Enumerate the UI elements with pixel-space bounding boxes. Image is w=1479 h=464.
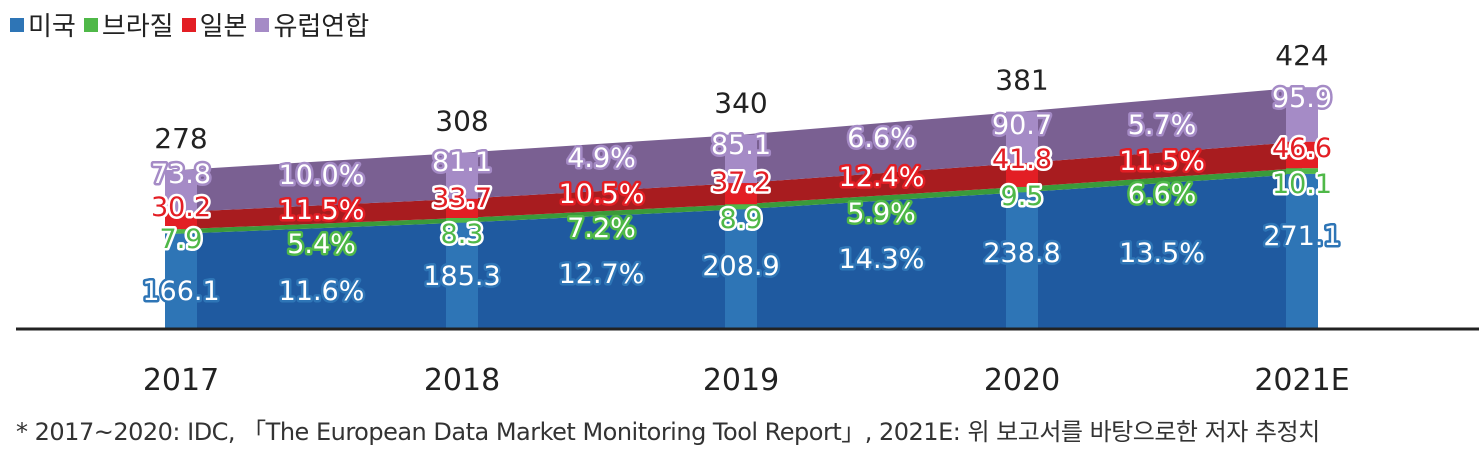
value-label-eu-2: 85.1 xyxy=(711,130,771,161)
bar-brazil-3 xyxy=(1006,186,1038,193)
bar-japan-1 xyxy=(446,198,478,218)
total-label-3: 381 xyxy=(995,64,1048,97)
legend-item-brazil: 브라질 xyxy=(83,6,174,43)
bar-us-1 xyxy=(446,222,478,328)
growth-label-brazil-0: 5.4% xyxy=(287,229,356,260)
stacked-area-chart: 2017 2018 2019 2020 2021E 278 308 340 381 424 166.… xyxy=(16,39,1479,398)
value-label-japan-4: 46.6 xyxy=(1272,133,1332,164)
growth-label-eu-1: 4.9% xyxy=(567,143,636,174)
x-tick-label-3: 2020 xyxy=(984,363,1060,398)
growth-label-us-2: 14.3% xyxy=(839,244,925,275)
bar-brazil-2 xyxy=(725,204,757,210)
bar-eu-4 xyxy=(1286,87,1318,142)
value-label-brazil-2: 8.9 xyxy=(720,204,763,235)
legend-label-japan: 일본 xyxy=(199,12,248,42)
legend-item-japan: 일본 xyxy=(181,6,248,43)
value-label-us-3: 238.8 xyxy=(983,238,1060,269)
bar-us-3 xyxy=(1006,192,1038,328)
x-tick-label-4: 2021E xyxy=(1254,363,1349,398)
bar-japan-2 xyxy=(725,183,757,205)
bar-us-4 xyxy=(1286,173,1318,328)
value-label-eu-0: 73.8 xyxy=(151,159,211,190)
growth-label-us-3: 13.5% xyxy=(1119,238,1205,269)
bar-eu-3 xyxy=(1006,111,1038,164)
growth-label-japan-2: 12.4% xyxy=(839,162,925,193)
value-label-japan-2: 37.2 xyxy=(711,167,771,198)
x-tick-label-0: 2017 xyxy=(143,363,219,398)
legend-swatch-eu xyxy=(255,17,270,32)
legend-item-us: 미국 xyxy=(10,6,76,43)
value-label-us-4: 271.1 xyxy=(1263,221,1340,252)
value-label-us-1: 185.3 xyxy=(423,261,500,292)
value-label-eu-4: 95.9 xyxy=(1272,83,1332,114)
bar-brazil-1 xyxy=(446,217,478,223)
value-label-us-0: 166.1 xyxy=(142,276,219,307)
growth-label-us-1: 12.7% xyxy=(559,259,645,290)
total-label-0: 278 xyxy=(154,122,207,155)
growth-label-brazil-2: 5.9% xyxy=(847,198,916,229)
growth-label-eu-2: 6.6% xyxy=(847,123,916,154)
area-brazil xyxy=(181,168,1302,234)
value-label-eu-1: 81.1 xyxy=(432,147,492,178)
bar-us-0 xyxy=(165,233,197,328)
legend-swatch-brazil xyxy=(83,17,98,32)
chart-legend: 미국 브라질 일본 유럽연합 xyxy=(10,6,369,43)
growth-label-brazil-3: 6.6% xyxy=(1128,179,1197,210)
value-label-eu-3: 90.7 xyxy=(992,110,1052,141)
source-footnote: * 2017~2020: IDC, 「The European Data Mar… xyxy=(16,418,1320,446)
bar-us-2 xyxy=(725,209,757,328)
bar-eu-1 xyxy=(446,152,478,199)
total-label-2: 340 xyxy=(714,87,767,120)
legend-swatch-us xyxy=(10,17,24,32)
total-label-1: 308 xyxy=(435,105,488,138)
bar-brazil-4 xyxy=(1286,168,1318,174)
value-label-brazil-4: 10.1 xyxy=(1272,169,1332,200)
growth-label-us-0: 11.6% xyxy=(279,276,365,307)
growth-label-japan-1: 10.5% xyxy=(559,179,645,210)
bar-japan-3 xyxy=(1006,163,1038,187)
value-label-japan-0: 30.2 xyxy=(151,192,211,223)
bar-eu-0 xyxy=(165,169,197,212)
total-label-4: 424 xyxy=(1275,39,1328,72)
x-tick-label-1: 2018 xyxy=(424,363,500,398)
growth-label-japan-0: 11.5% xyxy=(279,195,365,226)
value-label-us-2: 208.9 xyxy=(702,251,779,282)
growth-label-brazil-1: 7.2% xyxy=(567,213,636,244)
bar-brazil-0 xyxy=(165,229,197,234)
legend-label-us: 미국 xyxy=(28,12,76,42)
growth-label-eu-3: 5.7% xyxy=(1128,110,1197,141)
value-label-brazil-0: 7.9 xyxy=(160,224,203,255)
growth-label-japan-3: 11.5% xyxy=(1119,146,1205,177)
bar-japan-0 xyxy=(165,211,197,230)
bar-eu-2 xyxy=(725,134,757,184)
legend-label-brazil: 브라질 xyxy=(101,12,174,42)
legend-swatch-japan xyxy=(181,17,196,32)
growth-label-eu-0: 10.0% xyxy=(279,160,365,191)
value-label-brazil-3: 9.5 xyxy=(1001,181,1044,212)
value-label-brazil-1: 8.3 xyxy=(441,219,484,250)
value-label-japan-3: 41.8 xyxy=(992,144,1052,175)
legend-label-eu: 유럽연합 xyxy=(273,12,370,42)
value-label-japan-1: 33.7 xyxy=(432,183,492,214)
x-tick-label-2: 2019 xyxy=(703,363,779,398)
bar-japan-4 xyxy=(1286,141,1318,169)
legend-item-eu: 유럽연합 xyxy=(255,6,369,43)
